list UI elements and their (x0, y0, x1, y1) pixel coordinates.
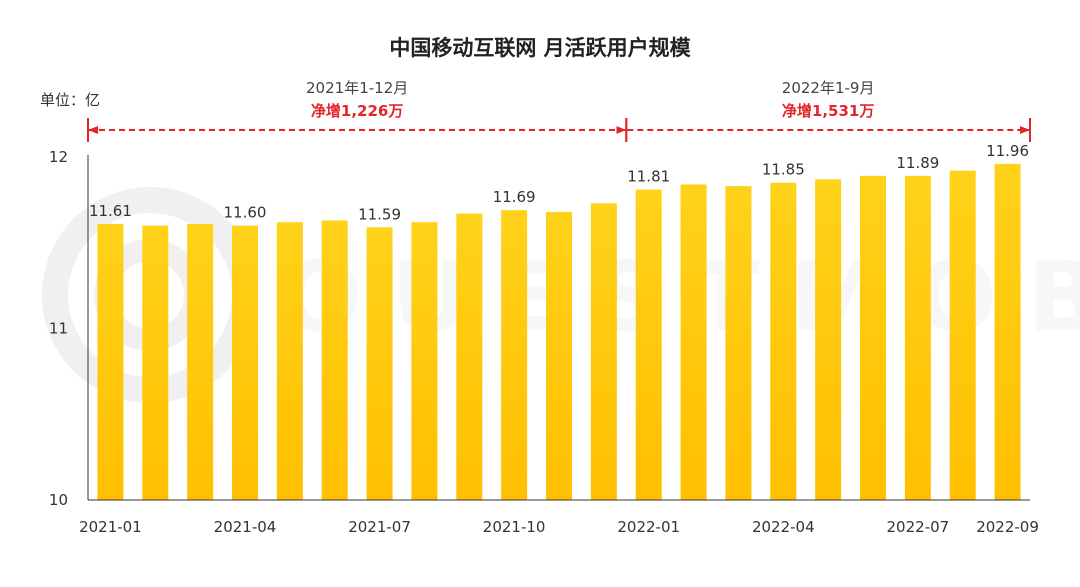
x-tick-label: 2021-01 (79, 518, 142, 536)
data-label: 11.89 (896, 154, 939, 172)
data-label: 11.81 (627, 168, 670, 186)
bar-2022-04 (770, 182, 797, 501)
unit-label: 单位：亿 (40, 91, 100, 109)
bar-2021-01 (97, 223, 124, 500)
bar-2021-06 (321, 220, 348, 500)
data-labels: 11.61 11.60 11.59 11.69 11.81 11.85 11.89 11.96 (89, 142, 1029, 223)
bar-2021-10 (501, 210, 528, 501)
data-label: 11.69 (493, 188, 536, 206)
bars (97, 163, 1021, 501)
x-tick-label: 2022-07 (887, 518, 950, 536)
bar-2021-03 (187, 223, 214, 500)
annotation-period: 2021年1-12月 (306, 79, 408, 97)
x-tick-label: 2022-04 (752, 518, 815, 536)
bar-2022-09 (994, 163, 1021, 501)
bar-2022-05 (815, 179, 842, 501)
data-label: 11.96 (986, 142, 1029, 160)
x-tick-label: 2022-09 (976, 518, 1039, 536)
bar-2021-04 (232, 225, 258, 500)
bar-2021-11 (546, 211, 572, 500)
data-label: 11.85 (762, 161, 805, 179)
bar-2021-05 (276, 222, 303, 501)
data-label: 11.61 (89, 202, 132, 220)
bar-2022-02 (680, 184, 707, 500)
bar-2022-03 (725, 186, 752, 500)
x-tick-label: 2021-10 (483, 518, 546, 536)
bar-2022-06 (860, 175, 886, 501)
annotation-growth: 净增1,226万 (311, 102, 403, 120)
y-tick-label: 11 (49, 320, 68, 338)
bar-2021-02 (142, 225, 169, 500)
y-tick-label: 10 (49, 491, 68, 509)
x-tick-label: 2021-07 (348, 518, 411, 536)
bar-2022-08 (949, 170, 976, 500)
y-tick-label: 12 (49, 148, 68, 166)
bar-2021-08 (411, 222, 438, 501)
axes: 10 11 12 2021-01 2021-04 2021-07 2021-10 2022-0… (49, 148, 1039, 536)
bar-2022-07 (904, 175, 931, 501)
bar-2022-01 (635, 189, 662, 500)
data-label: 11.60 (224, 204, 267, 222)
bar-2021-09 (456, 213, 483, 500)
bar-2021-12 (590, 203, 617, 501)
bar-2021-07 (366, 227, 393, 500)
x-tick-label: 2022-01 (617, 518, 680, 536)
chart-title: 中国移动互联网 月活跃用户规模 (389, 36, 691, 60)
annotation-growth: 净增1,531万 (782, 102, 874, 120)
data-label: 11.59 (358, 205, 401, 223)
x-tick-label: 2021-04 (214, 518, 277, 536)
annotation-period: 2022年1-9月 (782, 79, 875, 97)
